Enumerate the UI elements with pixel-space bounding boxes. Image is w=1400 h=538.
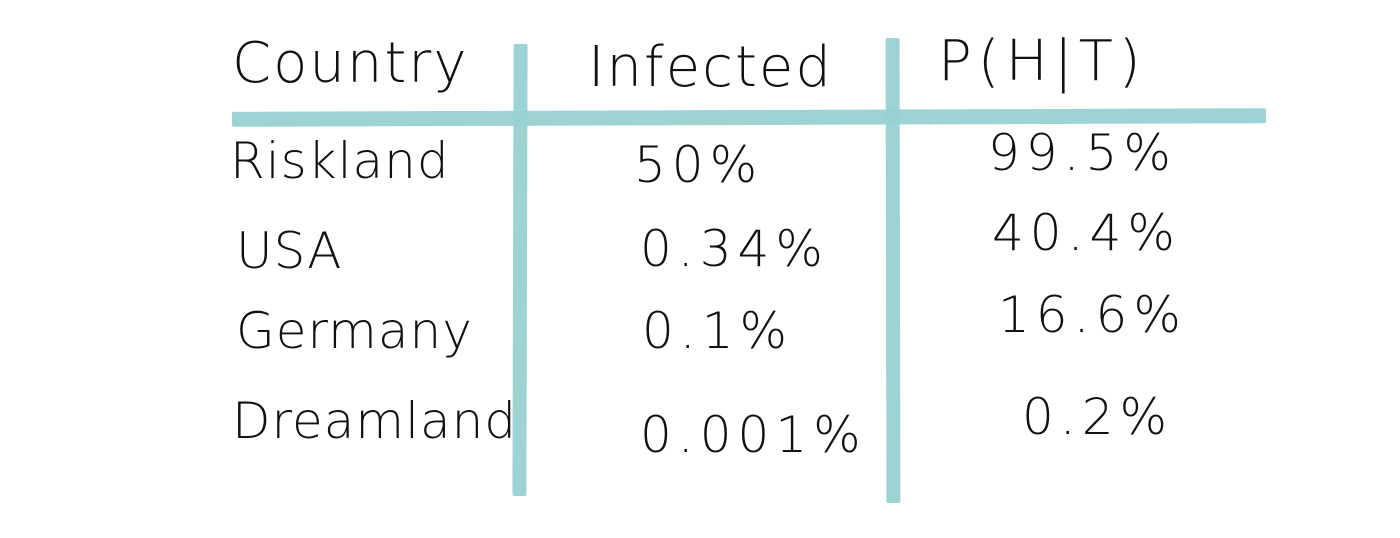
table-cell-probability: 0.2% bbox=[1022, 388, 1174, 446]
table-cell-country: Germany bbox=[236, 302, 473, 360]
header-infected: Infected bbox=[588, 35, 833, 100]
table-cell-probability: 99.5% bbox=[988, 124, 1177, 182]
header-probability: P(H|T) bbox=[938, 29, 1147, 94]
table-cell-country: Dreamland bbox=[232, 392, 518, 450]
table-cell-probability: 40.4% bbox=[992, 204, 1181, 262]
table-cell-infected: 50% bbox=[634, 136, 764, 194]
table-cell-probability: 16.6% bbox=[998, 286, 1187, 344]
table-cell-infected: 0.001% bbox=[640, 406, 867, 464]
table-cell-country: USA bbox=[236, 222, 343, 280]
table-cell-infected: 0.34% bbox=[640, 220, 829, 278]
table-cell-infected: 0.1% bbox=[642, 302, 794, 360]
table-cell-country: Riskland bbox=[230, 132, 450, 190]
header-country: Country bbox=[232, 31, 469, 96]
column-divider-line-2 bbox=[885, 37, 901, 504]
